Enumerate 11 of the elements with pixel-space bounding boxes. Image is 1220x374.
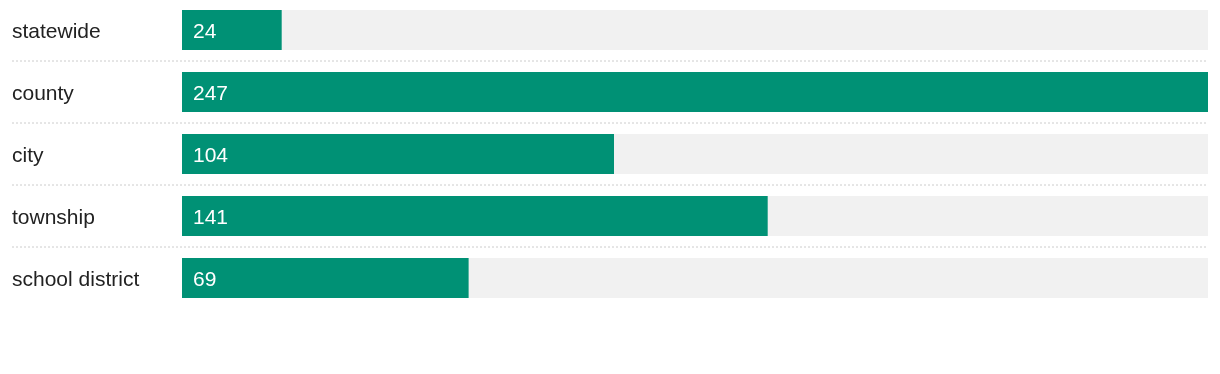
data-label: 247 — [193, 80, 229, 104]
y-tick-label: school district — [12, 266, 140, 290]
data-label: 141 — [193, 204, 229, 228]
y-tick-label: township — [12, 204, 95, 228]
data-label: 69 — [193, 266, 217, 290]
data-label: 24 — [193, 18, 217, 42]
y-tick-label: statewide — [12, 18, 101, 42]
y-tick-label: city — [12, 142, 44, 166]
y-tick-label: county — [12, 80, 75, 104]
bar — [182, 10, 282, 50]
data-label: 104 — [193, 142, 229, 166]
